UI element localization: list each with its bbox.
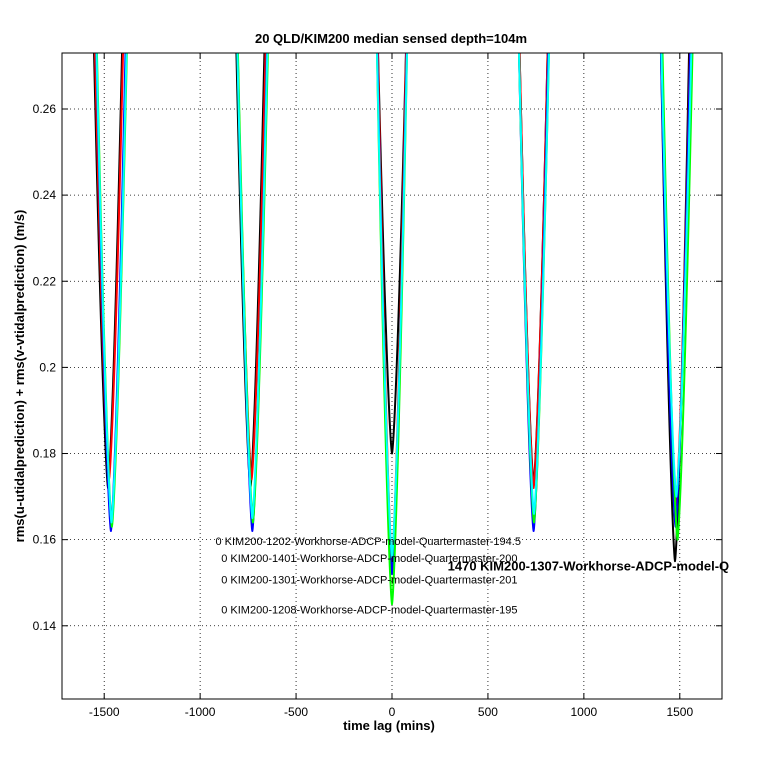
- annotation-label: 0 KIM200-1208-Workhorse-ADCP-model-Quart…: [221, 605, 517, 617]
- y-tick-label: 0.16: [33, 533, 57, 547]
- series-dip: [377, 53, 407, 455]
- annotation-label: 1470 KIM200-1307-Workhorse-ADCP-model-Q: [448, 559, 730, 574]
- y-tick-label: 0.22: [33, 274, 57, 288]
- x-tick-label: -500: [284, 705, 308, 719]
- x-tick-label: -1000: [185, 705, 216, 719]
- series-dip: [376, 53, 408, 558]
- annotation-label: 0 KIM200-1301-Workhorse-ADCP-model-Quart…: [221, 575, 517, 587]
- x-tick-label: 0: [389, 705, 396, 719]
- y-tick-label: 0.24: [33, 188, 57, 202]
- series-dip: [236, 53, 269, 520]
- series-clip: [93, 53, 694, 606]
- y-axis-label: rms(u-utidalprediction) + rms(v-vtidalpr…: [12, 210, 27, 543]
- x-tick-label: 500: [478, 705, 498, 719]
- y-tick-label: 0.14: [33, 619, 57, 633]
- series-group: [93, 53, 694, 606]
- series-dip: [95, 53, 128, 524]
- series-line: [95, 53, 693, 558]
- annotation-group: 0 KIM200-1202-Workhorse-ADCP-model-Quart…: [215, 536, 729, 617]
- y-axis: 0.14 0.16 0.18 0.2 0.22 0.24 0.26: [33, 102, 722, 633]
- series-dip: [660, 53, 693, 498]
- chart-title: 20 QLD/KIM200 median sensed depth=104m: [255, 31, 527, 46]
- annotation-label: 0 KIM200-1202-Workhorse-ADCP-model-Quart…: [215, 536, 520, 548]
- y-tick-label: 0.26: [33, 102, 57, 116]
- x-axis-label: time lag (mins): [343, 718, 435, 733]
- x-tick-label: 1500: [666, 705, 693, 719]
- x-axis: -1500 -1000 -500 0 500 1000 1500: [89, 53, 693, 719]
- y-tick-label: 0.18: [33, 447, 57, 461]
- y-tick-label: 0.2: [39, 360, 56, 374]
- x-tick-label: -1500: [89, 705, 120, 719]
- x-tick-label: 1000: [571, 705, 598, 719]
- annotation-label: 0 KIM200-1401-Workhorse-ADCP-model-Quart…: [221, 553, 517, 565]
- series-dip: [518, 53, 550, 515]
